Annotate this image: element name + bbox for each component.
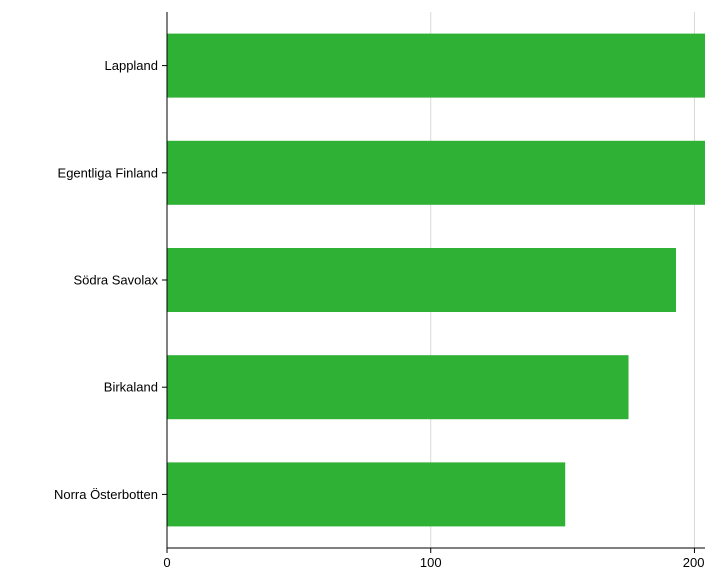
x-tick-label: 200 [683,555,705,570]
category-label: Södra Savolax [73,273,158,288]
category-label: Norra Österbotten [54,487,158,502]
bar-lappland [167,33,705,98]
x-tick-label: 100 [420,555,442,570]
x-tick-label: 0 [163,555,170,570]
x-tick-labels: 0 100 200 [163,555,704,570]
bar-södra-savolax [167,248,676,312]
bar-egentliga-finland [167,140,705,205]
bar-birkaland [167,355,629,420]
bars [167,33,705,527]
axes [162,12,705,553]
category-label: Egentliga Finland [58,165,158,180]
category-labels: Lappland Egentliga Finland Södra Savolax Bi… [54,58,159,502]
bar-norra-österbotten [167,462,566,527]
category-label: Birkaland [104,380,158,395]
category-label: Lappland [105,58,159,73]
